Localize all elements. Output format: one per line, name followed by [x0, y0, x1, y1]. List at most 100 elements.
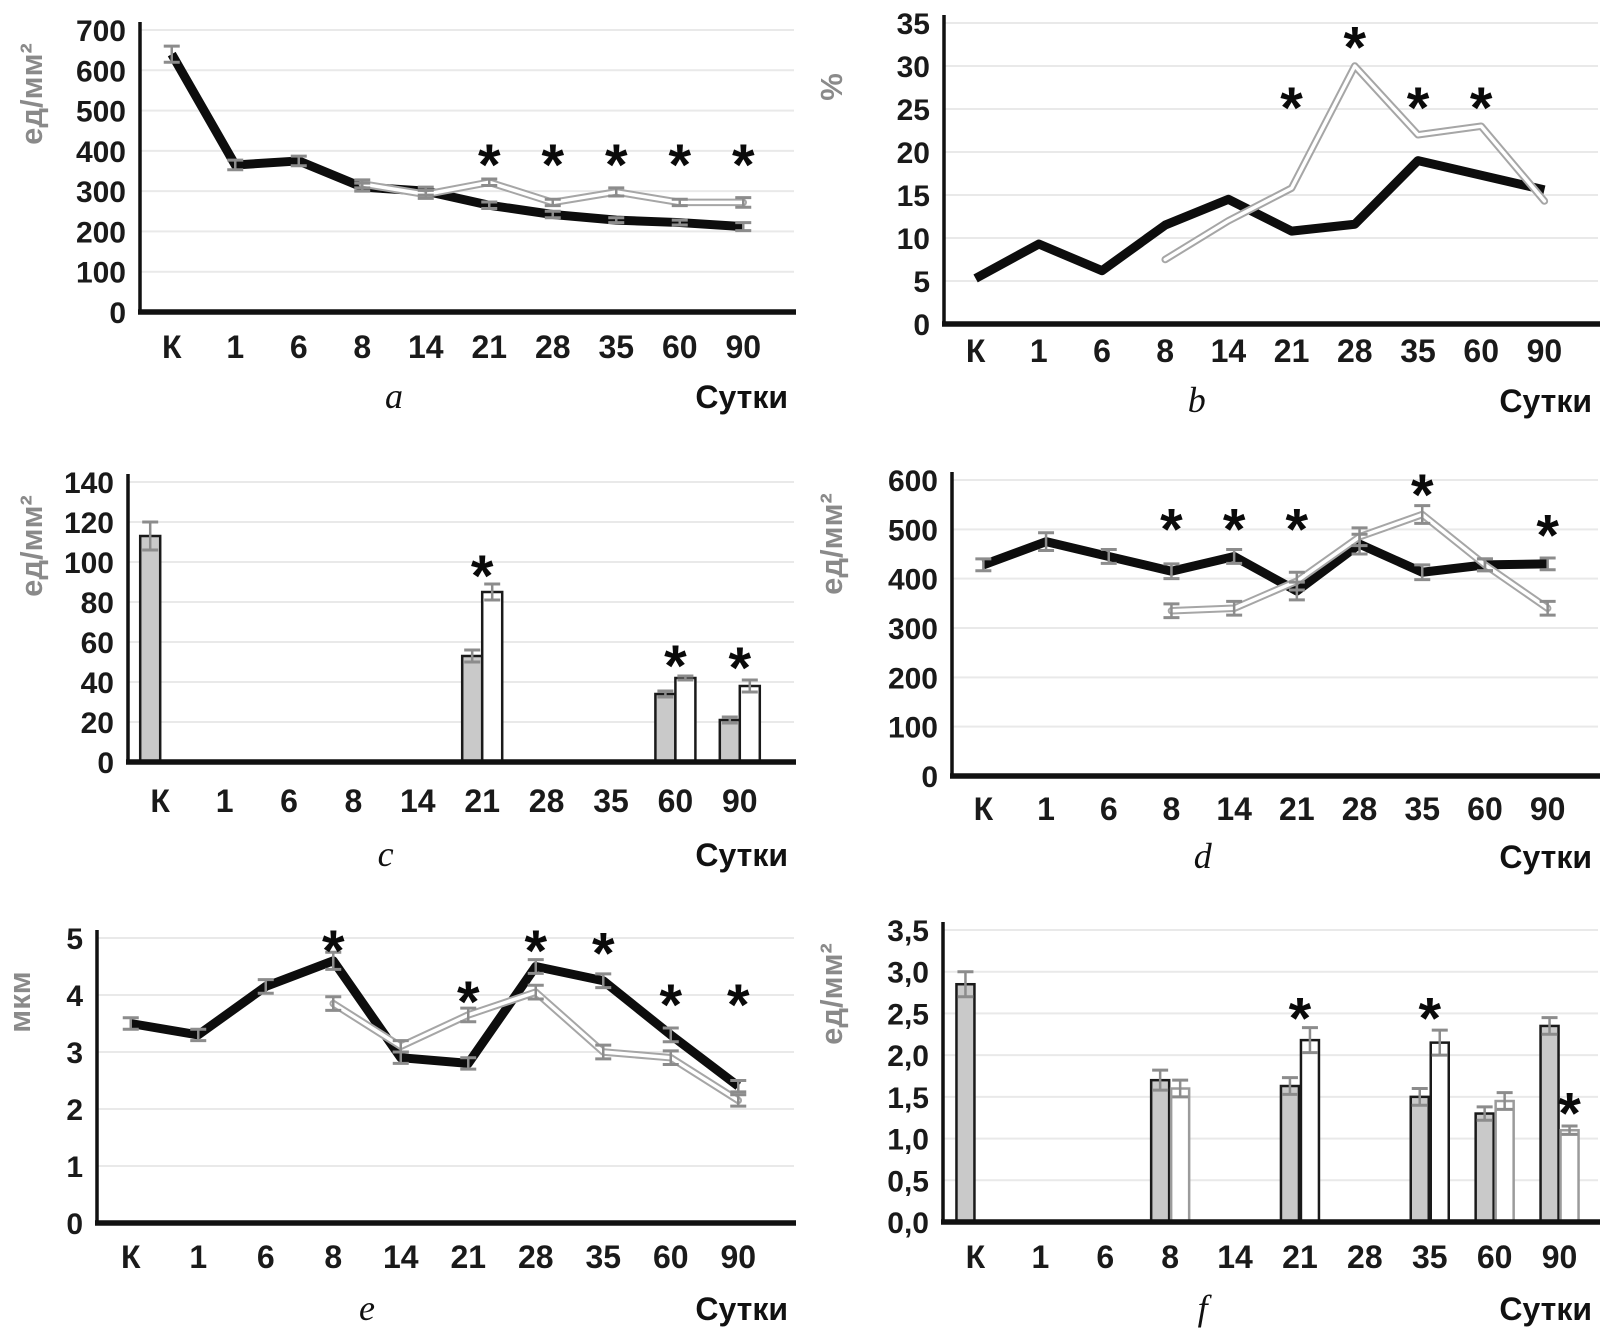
panel-d: * * * * * 0 100 200 300 400 500 600 К 1 6 8 14 21 28 35 60 90…: [800, 420, 1604, 880]
x-tick-label: 6: [1100, 791, 1118, 827]
significance-asterisk: *: [605, 133, 628, 198]
y-tick-label: 140: [64, 467, 114, 500]
significance-asterisk: *: [1536, 503, 1559, 568]
significance-asterisk: *: [322, 919, 345, 984]
x-tick-label: К: [966, 1239, 986, 1275]
significance-asterisk: *: [1223, 497, 1246, 562]
series-gray-line-core: [1163, 64, 1547, 262]
x-tick-label: 8: [1163, 791, 1181, 827]
x-tick-label: 21: [450, 1239, 486, 1275]
y-tick-label: 500: [76, 96, 126, 129]
y-tick-label: 20: [897, 137, 930, 170]
gray-bars-bar: [654, 692, 677, 764]
chart-d: * * * * * 0 100 200 300 400 500 600 К 1 6 8 14 21 28 35 60 90…: [814, 463, 1600, 876]
gray-bars-bar: [1279, 1084, 1301, 1224]
series-black-line: [130, 956, 741, 1090]
panel-a: * * * * * 0 100 200 300 400 500 600 700 К 1 6 8 14 21 28 35 6…: [0, 0, 800, 420]
y-tick-label: 1,5: [887, 1082, 929, 1115]
x-tick-label: 14: [383, 1239, 419, 1275]
y-tick-label: 40: [81, 667, 114, 700]
y-axis-unit-label: ед/мм²: [14, 495, 49, 597]
x-tick-label: 6: [1096, 1239, 1114, 1275]
y-tick-label: 4: [66, 980, 83, 1013]
x-tick-label: 90: [1542, 1239, 1578, 1275]
significance-asterisk: *: [1470, 76, 1493, 141]
x-axis-title: Сутки: [1499, 1291, 1592, 1327]
significance-asterisk: *: [541, 133, 564, 198]
x-tick-label: 60: [1477, 1239, 1513, 1275]
y-tick-label: 700: [76, 15, 126, 48]
y-tick-label: 20: [81, 707, 114, 740]
x-tick-label: 1: [1031, 1239, 1049, 1275]
significance-asterisk: *: [1160, 497, 1183, 562]
chart-b: * * * * 0 5 10 15 20 25 30 35 К 1 6 8 14 21 28 35 60 90% b Сутк…: [814, 8, 1600, 420]
panel-f: * * * 0,0 0,5 1,0 1,5 2,0 2,5 3,0 3,5 К 1 6 8 14 21 28 35 6…: [800, 880, 1604, 1331]
y-tick-label: 200: [76, 216, 126, 249]
panel-letter: c: [378, 834, 394, 874]
y-tick-label: 3,0: [887, 957, 929, 990]
white-bars-bar: [1169, 1087, 1191, 1224]
y-tick-label: 15: [897, 180, 930, 213]
x-tick-label: 60: [1467, 791, 1503, 827]
y-axis-unit-label: ед/мм²: [814, 943, 849, 1045]
x-tick-label: 35: [1404, 791, 1440, 827]
x-tick-label: К: [150, 783, 170, 819]
gray-bars-bar: [1539, 1024, 1560, 1224]
x-tick-label: К: [966, 333, 986, 369]
x-tick-label: 8: [1156, 333, 1174, 369]
x-tick-label: 35: [593, 783, 629, 819]
panel-c: * * * 0 20 40 60 80 100 120 140 К 1 6 8 14 21 28 35 60 90 ед/…: [0, 420, 800, 880]
x-tick-label: 6: [257, 1239, 275, 1275]
x-tick-label: 21: [471, 329, 507, 365]
y-tick-label: 400: [888, 564, 938, 597]
y-axis-unit-label: мкм: [2, 971, 37, 1032]
y-tick-label: 1: [66, 1151, 83, 1184]
x-tick-label: 14: [1217, 1239, 1253, 1275]
x-tick-label: 8: [1161, 1239, 1179, 1275]
significance-asterisk: *: [1286, 497, 1309, 562]
panel-letter: d: [1194, 836, 1213, 876]
y-tick-label: 2,5: [887, 998, 929, 1031]
panel-letter: a: [385, 376, 403, 416]
x-axis-title: Сутки: [695, 1291, 788, 1327]
white-bars-bar: [1429, 1041, 1450, 1224]
x-tick-label: 14: [400, 783, 436, 819]
y-tick-label: 5: [66, 923, 83, 956]
x-tick-label: 28: [529, 783, 565, 819]
chart-e: * * * * * * 0 1 2 3 4 5 К 1 6 8 14 21 28 35 60 90 мкм e Сутки: [2, 919, 796, 1328]
x-axis-title: Сутки: [1499, 839, 1592, 875]
y-tick-label: 600: [76, 55, 126, 88]
y-tick-label: 0,5: [887, 1165, 929, 1198]
gray-bars-bar: [138, 534, 162, 764]
y-tick-label: 500: [888, 514, 938, 547]
x-tick-label: 21: [1282, 1239, 1318, 1275]
significance-asterisk: *: [732, 133, 755, 198]
y-tick-label: 0: [109, 297, 126, 330]
panel-letter: b: [1188, 380, 1206, 420]
x-tick-label: 35: [1400, 333, 1436, 369]
significance-asterisk: *: [478, 133, 501, 198]
y-tick-label: 2,0: [887, 1040, 929, 1073]
x-tick-label: 1: [1037, 791, 1055, 827]
y-tick-label: 600: [888, 465, 938, 498]
x-tick-label: 28: [1337, 333, 1373, 369]
chart-a: * * * * * 0 100 200 300 400 500 600 700 К 1 6 8 14 21 28 35 6…: [14, 15, 796, 416]
significance-asterisk: *: [457, 970, 480, 1035]
x-tick-label: 6: [1093, 333, 1111, 369]
chart-c: * * * 0 20 40 60 80 100 120 140 К 1 6 8 14 21 28 35 60 90 ед/…: [14, 467, 796, 874]
x-tick-label: 6: [280, 783, 298, 819]
x-axis-title: Сутки: [1499, 383, 1592, 419]
x-tick-label: 60: [653, 1239, 689, 1275]
y-tick-label: 300: [888, 613, 938, 646]
y-tick-label: 5: [913, 266, 930, 299]
x-tick-label: К: [974, 791, 994, 827]
y-tick-label: 10: [897, 223, 930, 256]
white-bars-bar: [480, 590, 504, 764]
x-tick-label: 14: [1216, 791, 1252, 827]
white-bars-bar: [1299, 1038, 1321, 1224]
significance-asterisk: *: [1411, 463, 1434, 528]
significance-asterisk: *: [668, 133, 691, 198]
gray-bars-bar: [1149, 1078, 1171, 1224]
x-tick-label: 90: [1530, 791, 1566, 827]
y-tick-label: 120: [64, 507, 114, 540]
